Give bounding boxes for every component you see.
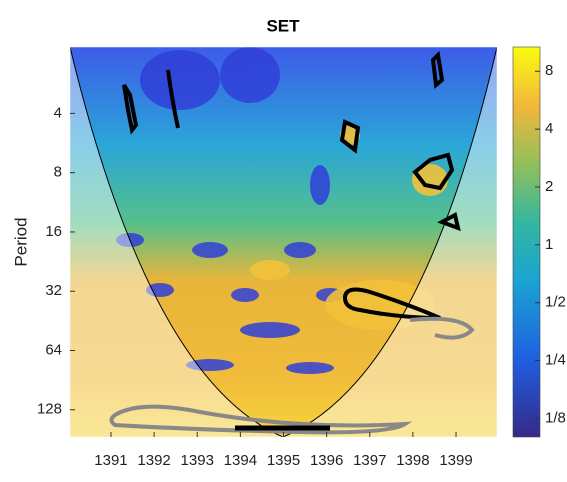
x-tick-label: 1391 [94, 452, 127, 469]
x-tick-label: 1392 [137, 452, 170, 469]
colorbar-tick-label: 8 [545, 62, 553, 79]
colorbar [512, 46, 541, 438]
y-axis-label: Period [11, 217, 30, 266]
x-tick-label: 1399 [439, 452, 472, 469]
chart-title: SET [266, 16, 300, 35]
y-tick-label: 64 [45, 341, 62, 358]
colorbar-tick-label: 2 [545, 178, 553, 195]
colorbar-tick-label: 1/2 [545, 294, 566, 311]
y-tick-label: 16 [45, 223, 62, 240]
y-tick-label: 4 [54, 104, 62, 121]
heatmap [70, 47, 497, 437]
y-tick-label: 8 [54, 164, 62, 181]
x-tick-label: 1397 [353, 452, 386, 469]
colorbar-tick-label: 1 [545, 236, 553, 253]
x-tick-label: 1396 [310, 452, 343, 469]
x-tick-label: 1393 [181, 452, 214, 469]
colorbar-tick-label: 4 [545, 120, 553, 137]
x-tick-label: 1395 [267, 452, 300, 469]
colorbar-tick-label: 1/4 [545, 351, 566, 368]
y-tick-label: 32 [45, 282, 62, 299]
x-tick-label: 1394 [224, 452, 257, 469]
y-tick-label: 128 [37, 401, 62, 418]
colorbar-tick-label: 1/8 [545, 409, 566, 426]
x-tick-label: 1398 [396, 452, 429, 469]
